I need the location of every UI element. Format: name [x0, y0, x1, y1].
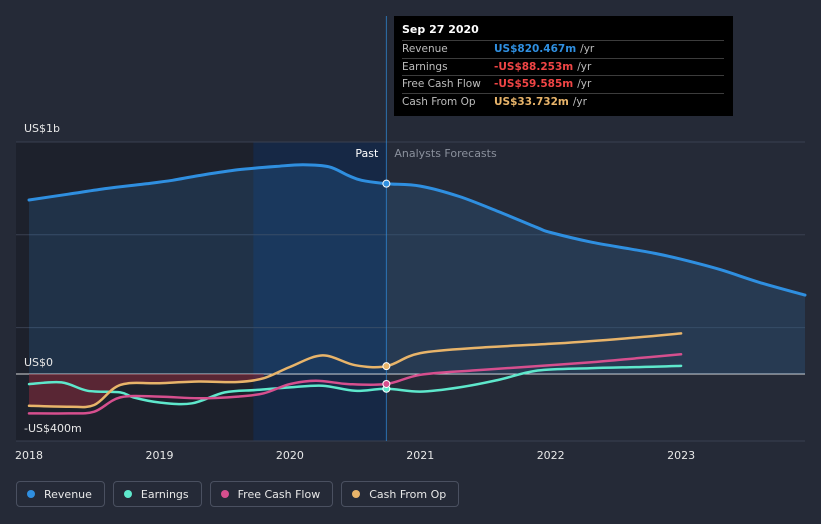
x-tick-label: 2018 [15, 449, 43, 462]
legend-dot-icon [220, 490, 229, 498]
x-tick-label: 2019 [145, 449, 173, 462]
x-tick-label: 2021 [406, 449, 434, 462]
negative-region-area [29, 374, 264, 408]
marker-revenue [382, 179, 391, 188]
area-revenue [29, 164, 805, 374]
tooltip-value: US$820.467m [494, 43, 577, 56]
past-label: Past [355, 147, 379, 160]
legend-item-cash-from-op[interactable]: Cash From Op [341, 481, 460, 507]
tooltip-unit: /yr [572, 95, 587, 108]
series-line-cfo [27, 332, 683, 409]
y-tick-label: US$0 [24, 356, 53, 369]
legend-dot-icon [123, 490, 132, 498]
series-line-fcf [27, 353, 683, 415]
x-tick-label: 2020 [276, 449, 304, 462]
legend-label: Earnings [140, 487, 189, 501]
legend-item-earnings[interactable]: Earnings [112, 481, 202, 507]
tooltip-row-fcf: Free Cash Flow -US$59.585m /yr [402, 75, 724, 93]
tooltip-label: Cash From Op [402, 95, 476, 108]
legend-label: Revenue [44, 487, 92, 501]
tooltip-row-earnings: Earnings -US$88.253m /yr [402, 57, 724, 76]
data-tooltip: Sep 27 2020 Revenue US$820.467m /yr Earn… [394, 16, 733, 116]
legend-dot-icon [352, 490, 361, 498]
tooltip-date: Sep 27 2020 [402, 23, 479, 36]
series-line-earnings [27, 364, 683, 406]
marker-fcf [382, 379, 391, 388]
x-tick-label: 2023 [667, 449, 695, 462]
marker-cfo [382, 362, 391, 371]
tooltip-unit: /yr [577, 60, 592, 73]
tooltip-value: -US$88.253m [494, 60, 574, 73]
tooltip-label: Free Cash Flow [402, 78, 481, 91]
y-tick-label: -US$400m [24, 422, 82, 435]
forecast-label: Analysts Forecasts [394, 147, 497, 160]
tooltip-unit: /yr [577, 78, 592, 91]
tooltip-unit: /yr [580, 43, 595, 56]
legend-item-free-cash-flow[interactable]: Free Cash Flow [209, 481, 334, 507]
tooltip-value: US$33.732m [494, 95, 569, 108]
chart-legend: Revenue Earnings Free Cash Flow Cash Fro… [16, 481, 460, 507]
tooltip-label: Earnings [402, 60, 448, 73]
tooltip-value: -US$59.585m [494, 78, 574, 91]
legend-item-revenue[interactable]: Revenue [16, 481, 105, 507]
legend-label: Free Cash Flow [237, 487, 321, 501]
tooltip-row-cfo: Cash From Op US$33.732m /yr [402, 92, 724, 111]
tooltip-label: Revenue [402, 43, 448, 56]
tooltip-row-revenue: Revenue US$820.467m /yr [402, 40, 724, 58]
x-tick-label: 2022 [537, 449, 565, 462]
legend-dot-icon [27, 490, 35, 498]
legend-label: Cash From Op [369, 487, 447, 501]
y-tick-label: US$1b [24, 122, 60, 135]
